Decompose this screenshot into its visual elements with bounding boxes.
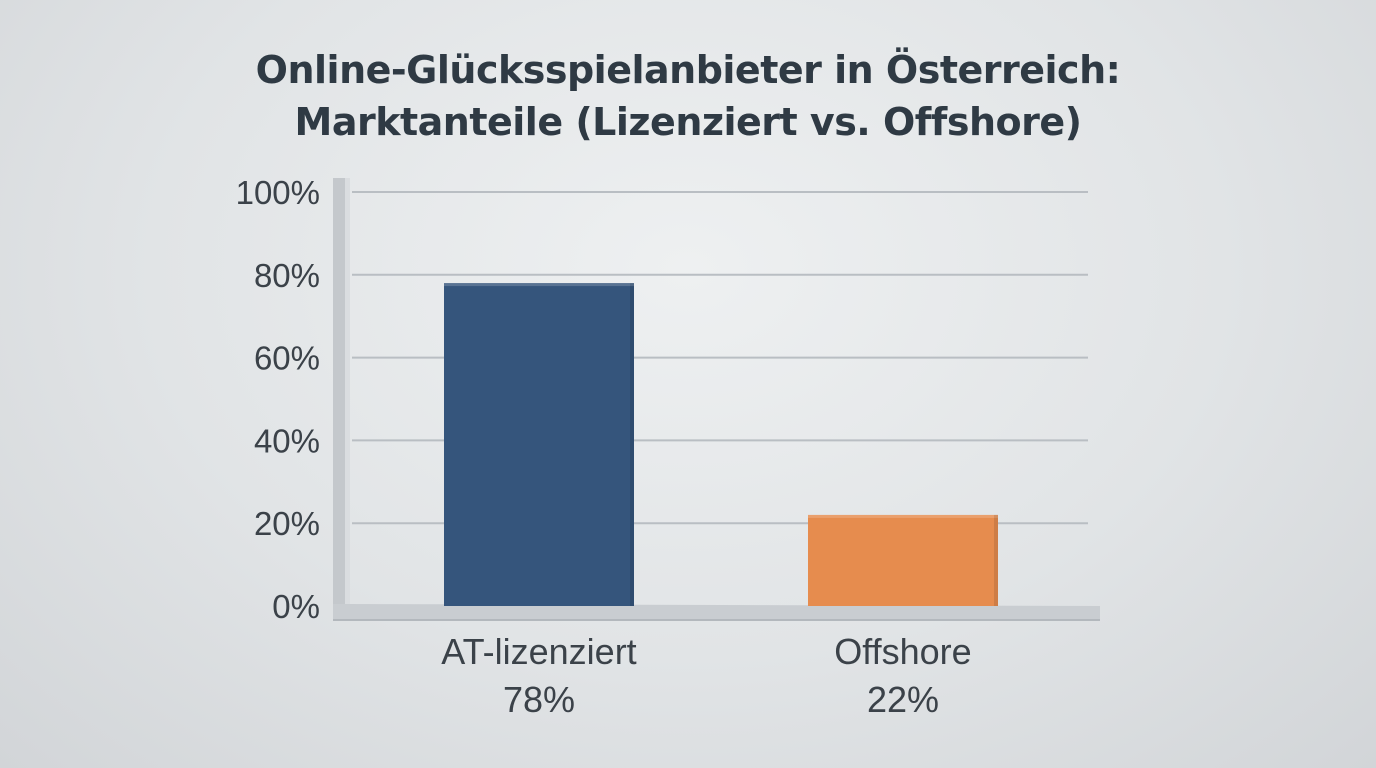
chart-title: Online-Glücksspielanbieter in Österreich…: [0, 44, 1376, 148]
bar-highlight-1: [808, 514, 998, 518]
category-labels: AT-lizenziert 78% Offshore 22%: [441, 631, 971, 720]
bars: [444, 283, 998, 606]
bar-shade-0: [630, 283, 634, 606]
bar-offshore: [808, 514, 998, 606]
chart-title-line-2: Marktanteile (Lizenziert vs. Offshore): [294, 100, 1083, 144]
y-tick-label-20: 20%: [254, 505, 320, 542]
chart-title-line-1: Online-Glücksspielanbieter in Österreich…: [255, 48, 1121, 92]
y-axis-face: [345, 178, 350, 610]
data-label-1: 22%: [867, 679, 939, 720]
bar-shade-1: [994, 514, 998, 606]
y-tick-label-0: 0%: [272, 588, 320, 625]
y-axis: [333, 178, 345, 618]
y-tick-label-100: 100%: [236, 174, 320, 211]
y-tick-labels: 0% 20% 40% 60% 80% 100%: [236, 174, 320, 625]
category-label-1: Offshore: [834, 631, 971, 672]
axes: [333, 178, 1100, 621]
bar-at-lizenziert: [444, 283, 634, 606]
bar-highlight-0: [444, 283, 634, 287]
x-axis: [333, 604, 1100, 620]
data-label-0: 78%: [503, 679, 575, 720]
y-tick-label-40: 40%: [254, 422, 320, 459]
category-label-0: AT-lizenziert: [441, 631, 636, 672]
y-tick-label-80: 80%: [254, 257, 320, 294]
y-tick-label-60: 60%: [254, 340, 320, 377]
